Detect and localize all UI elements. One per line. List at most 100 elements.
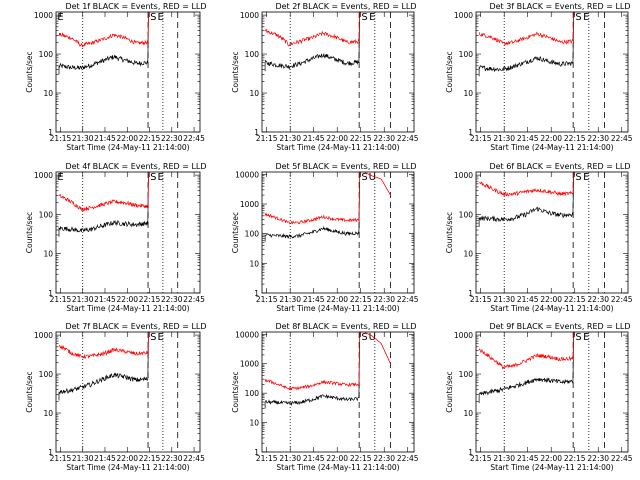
x-tick-label: 22:15 (139, 295, 161, 304)
x-tick-label: 22:15 (139, 134, 161, 143)
panel-title: Det 2f BLACK = Events, RED = LLD (275, 2, 416, 11)
x-tick-label: 21:45 (303, 454, 325, 463)
y-axis-label: Counts/sec (25, 212, 34, 253)
x-tick-label: 22:00 (540, 454, 562, 463)
x-tick-label: 22:00 (116, 454, 138, 463)
x-tick-label: 22:30 (587, 454, 609, 463)
x-axis-label: Start Time (24-May-11 21:14:00) (66, 463, 189, 472)
y-axis-label: Counts/sec (25, 51, 34, 92)
corner-mark: E (57, 12, 63, 23)
x-tick-label: 21:15 (470, 454, 492, 463)
panel-title: Det 4f BLACK = Events, RED = LLD (65, 162, 206, 171)
x-tick-label: 21:45 (517, 454, 539, 463)
y-tick-label: 10 (463, 250, 473, 259)
series-events-line (478, 331, 575, 404)
corner-mark: E (583, 12, 589, 23)
series-lld-line (478, 171, 575, 197)
corner-mark: E (369, 12, 375, 23)
x-tick-label: 21:15 (50, 454, 72, 463)
x-axis-label: Start Time (24-May-11 21:14:00) (276, 304, 399, 313)
y-tick-label: 10 (43, 250, 53, 259)
x-tick-label: 21:30 (279, 134, 301, 143)
series-events-line (58, 171, 149, 237)
plot-frame (261, 171, 415, 294)
y-tick-label: 10 (249, 419, 259, 428)
y-tick-label: 1 (48, 128, 53, 137)
plot-frame (475, 171, 629, 294)
x-tick-label: 21:45 (94, 295, 116, 304)
plot-frame (55, 11, 201, 133)
corner-mark: S (575, 172, 581, 183)
x-tick-label: 21:30 (279, 295, 301, 304)
y-tick-label: 1 (468, 448, 473, 457)
series-lld-line (478, 331, 575, 370)
plot-frame (261, 331, 415, 453)
x-axis-label: Start Time (24-May-11 21:14:00) (490, 143, 613, 152)
x-tick-label: 22:45 (611, 454, 633, 463)
x-axis-label: Start Time (24-May-11 21:14:00) (66, 143, 189, 152)
x-tick-label: 21:30 (72, 454, 94, 463)
series-lld-line (264, 331, 361, 391)
y-tick-label: 100 (245, 230, 260, 239)
panel-title: Det 3f BLACK = Events, RED = LLD (489, 2, 630, 11)
y-tick-label: 1000 (454, 331, 473, 340)
y-axis-label: Counts/sec (445, 212, 454, 253)
plot-frame (261, 11, 415, 133)
x-tick-label: 22:45 (397, 454, 419, 463)
y-tick-label: 1 (48, 289, 53, 298)
series-events-line (478, 171, 575, 227)
x-tick-label: 21:15 (256, 295, 278, 304)
x-tick-label: 22:00 (116, 134, 138, 143)
x-tick-label: 22:00 (326, 295, 348, 304)
series-lld-tail (363, 171, 391, 196)
y-tick-label: 100 (245, 50, 260, 59)
y-tick-label: 1 (254, 289, 259, 298)
series-events-line (264, 171, 361, 242)
x-tick-label: 22:45 (183, 134, 205, 143)
corner-mark: U (369, 332, 376, 343)
y-tick-label: 100 (39, 50, 54, 59)
corner-mark: S (150, 332, 156, 343)
y-tick-label: 100 (459, 50, 474, 59)
panel-title: Det 6f BLACK = Events, RED = LLD (489, 162, 630, 171)
y-tick-label: 1000 (454, 11, 473, 20)
plot-frame (55, 331, 201, 453)
y-axis-label: Counts/sec (231, 371, 240, 412)
x-tick-label: 22:00 (540, 295, 562, 304)
x-tick-label: 22:45 (611, 295, 633, 304)
x-tick-label: 22:30 (161, 295, 183, 304)
plot-frame (55, 171, 201, 294)
x-tick-label: 21:15 (256, 134, 278, 143)
series-lld-line (264, 171, 361, 225)
x-tick-label: 21:15 (256, 454, 278, 463)
x-tick-label: 22:30 (587, 134, 609, 143)
series-events-line (58, 331, 149, 401)
y-tick-label: 100 (39, 210, 54, 219)
x-tick-label: 22:30 (161, 454, 183, 463)
corner-mark: E (583, 172, 589, 183)
x-axis-label: Start Time (24-May-11 21:14:00) (276, 143, 399, 152)
y-axis-label: Counts/sec (25, 371, 34, 412)
x-tick-label: 22:00 (116, 295, 138, 304)
y-axis-label: Counts/sec (231, 51, 240, 92)
x-tick-label: 21:15 (50, 134, 72, 143)
series-events-line (58, 11, 149, 75)
panel-4: Det 4f BLACK = Events, RED = LLD 1 10 100 10… (25, 162, 207, 313)
panel-6: Det 6f BLACK = Events, RED = LLD 1 10 100 10… (445, 162, 633, 313)
x-axis-label: Start Time (24-May-11 21:14:00) (490, 463, 613, 472)
x-tick-label: 21:15 (50, 295, 72, 304)
x-tick-label: 22:45 (397, 295, 419, 304)
x-axis-label: Start Time (24-May-11 21:14:00) (276, 463, 399, 472)
y-tick-label: 10 (43, 89, 53, 98)
corner-mark: S (361, 172, 367, 183)
y-tick-label: 1000 (240, 200, 259, 209)
y-tick-label: 1 (254, 448, 259, 457)
corner-mark: U (369, 172, 376, 183)
panel-8: Det 8f BLACK = Events, RED = LLD 1 10 100 10… (231, 322, 419, 472)
corner-mark: E (57, 172, 63, 183)
y-tick-label: 100 (459, 370, 474, 379)
y-tick-label: 10 (249, 259, 259, 268)
y-axis-label: Counts/sec (445, 371, 454, 412)
corner-mark: S (361, 12, 367, 23)
